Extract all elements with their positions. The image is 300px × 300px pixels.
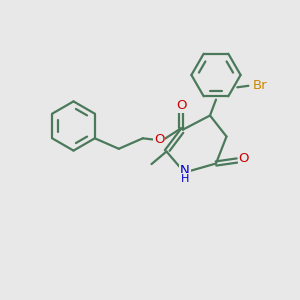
Text: O: O [154,133,165,146]
Text: H: H [181,174,189,184]
Text: O: O [239,152,249,165]
Text: Br: Br [253,79,268,92]
Text: N: N [180,164,190,177]
Text: O: O [177,99,187,112]
